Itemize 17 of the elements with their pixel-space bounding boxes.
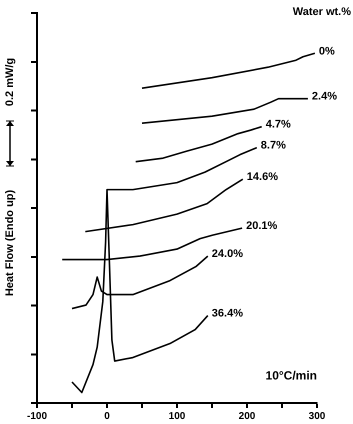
series-label: 20.1% <box>246 220 278 232</box>
y-axis-title: Heat Flow (Endo up) <box>4 190 16 296</box>
x-tick-label: 200 <box>238 410 256 422</box>
series-label: 0% <box>318 45 336 58</box>
series-label: 24.0% <box>212 248 244 260</box>
x-tick-label: 100 <box>168 410 186 422</box>
x-tick-label: 0 <box>104 410 110 422</box>
series-label: 36.4% <box>212 308 244 320</box>
series-label: 8.7% <box>260 140 286 152</box>
legend-title: Water wt.% <box>292 6 352 18</box>
series-label: 2.4% <box>312 90 338 103</box>
x-tick-label: 300 <box>308 410 326 422</box>
annotation: 10°C/min <box>266 368 317 382</box>
series-label: 4.7% <box>266 118 291 131</box>
series-label: 14.6% <box>246 171 278 184</box>
x-tick-label: -100 <box>26 410 48 422</box>
text: 0.2 mW/g <box>4 58 16 106</box>
